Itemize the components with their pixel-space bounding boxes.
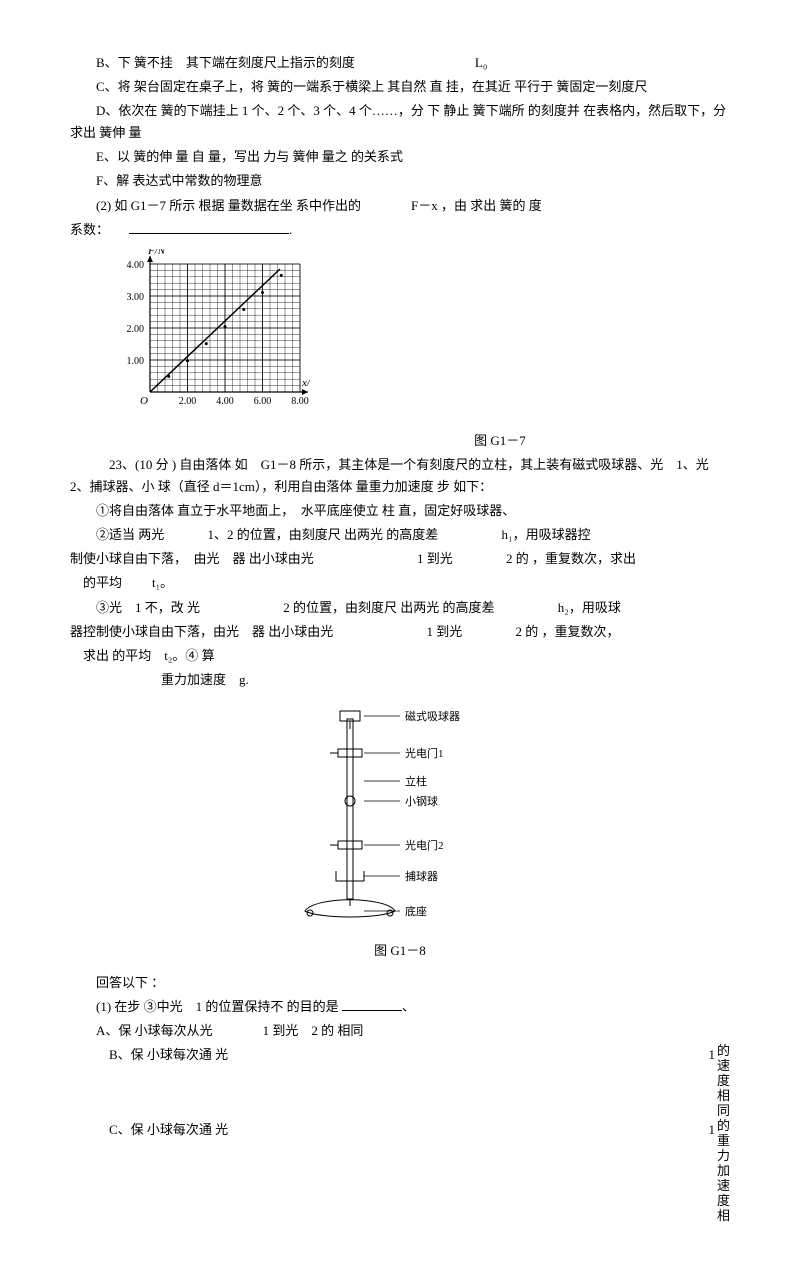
opt-c1: C、保 小球每次通 光	[109, 1122, 228, 1137]
svg-text:1.00: 1.00	[127, 356, 145, 367]
s3d: 器控制使小球自由下落，由光 器 出小球由光	[70, 624, 333, 639]
svg-text:3.00: 3.00	[127, 292, 145, 303]
svg-text:O: O	[140, 395, 148, 407]
opt-b3: 的速度相同	[717, 1044, 730, 1119]
s3c: h₂，用吸球	[558, 600, 621, 615]
s3b: 2 的位置，由刻度尺 出两光 的高度差	[283, 600, 494, 615]
opt-c3: 的重力加速度相	[717, 1119, 730, 1224]
svg-text:小钢球: 小钢球	[405, 794, 438, 808]
s3h: 重力加速度 g.	[161, 672, 249, 687]
svg-text:4.00: 4.00	[216, 396, 234, 407]
fig7-caption: 图 G1－7	[270, 430, 730, 452]
opt-d: D、依次在 簧的下端挂上 1 个、2 个、3 个、4 个……，分 下 静止 簧下…	[70, 100, 730, 144]
opt-c2: 1	[709, 1122, 716, 1137]
svg-text:6.00: 6.00	[254, 396, 272, 407]
q2-a: (2) 如 G1－7 所示 根据 量数据在坐 系中作出的	[96, 198, 361, 213]
answer-prompt: 回答以下 ：	[70, 972, 730, 994]
apparatus-g1-8: 磁式吸球器光电门1 立柱小钢球光电门2 捕球器底座 图 G1－8	[280, 701, 520, 962]
apparatus-svg: 磁式吸球器光电门1 立柱小钢球光电门2 捕球器底座	[280, 701, 500, 931]
chart-g1-7: F/N x/cm O 2.00 4.00 6.00 8.00 1.00 2.00 3.00 4.00	[110, 249, 730, 426]
q2-c: 系数：	[70, 222, 109, 237]
opt-f: F、解 表达式中常数的物理意	[70, 170, 730, 192]
svg-text:捕球器: 捕球器	[405, 869, 438, 883]
p23: 23、(10 分 ) 自由落体 如 G1－8 所示，其主体是一个有刻度尺的立柱，…	[70, 454, 730, 498]
s3e: 1 到光	[427, 624, 463, 639]
svg-text:磁式吸球器: 磁式吸球器	[405, 709, 460, 723]
svg-text:光电门2: 光电门2	[405, 838, 444, 852]
svg-text:2.00: 2.00	[127, 324, 145, 335]
opt-b1: B、保 小球每次通 光	[109, 1047, 228, 1062]
opt-b2: 1	[709, 1047, 716, 1062]
s3a: ③光 1 不，改 光	[96, 600, 200, 615]
q1-text: (1) 在步 ③中光 1 的位置保持不 的目的是	[96, 999, 339, 1014]
svg-text:4.00: 4.00	[127, 260, 145, 271]
chart-svg: F/N x/cm O 2.00 4.00 6.00 8.00 1.00 2.00 3.00 4.00	[110, 249, 310, 419]
opt-c: C、将 架台固定在桌子上，将 簧的一端系于横梁上 其自然 直 挂，在其近 平行于…	[70, 76, 730, 98]
s2h: t₁。	[152, 575, 173, 590]
s2e: 1 到光	[417, 551, 453, 566]
svg-text:F/N: F/N	[147, 249, 166, 257]
opt-a2: 1 到光 2 的 相同	[263, 1023, 364, 1038]
svg-text:光电门1: 光电门1	[405, 746, 444, 760]
opt-b-tail: L₀	[475, 55, 487, 70]
q2-b: F－x ，由 求出 簧的 度	[411, 198, 542, 213]
s2a: ②适当 两光	[96, 527, 164, 542]
opt-a1: A、保 小球每次从光	[96, 1023, 213, 1038]
s2f: 2 的 ，重复数次，求出	[506, 551, 636, 566]
fig8-caption: 图 G1－8	[280, 940, 520, 962]
svg-text:2.00: 2.00	[179, 396, 197, 407]
s2b: 1、2 的位置，由刻度尺 出两光 的高度差	[208, 527, 439, 542]
svg-text:8.00: 8.00	[291, 396, 309, 407]
s2c: h₁，用吸球器控	[502, 527, 591, 542]
s3g: 求出 的平均 t₂。④ 算	[83, 648, 215, 663]
svg-text:底座: 底座	[405, 904, 427, 918]
blank-q1[interactable]	[342, 997, 402, 1011]
s2d: 制使小球自由下落， 由光 器 出小球由光	[70, 551, 314, 566]
blank-answer[interactable]	[129, 220, 289, 234]
s3f: 2 的 ，重复数次，	[516, 624, 620, 639]
svg-text:x/cm: x/cm	[301, 377, 310, 389]
opt-e: E、以 簧的伸 量 自 量，写出 力与 簧伸 量之 的关系式	[70, 146, 730, 168]
svg-text:立柱: 立柱	[405, 774, 427, 788]
opt-b: B、下 簧不挂 其下端在刻度尺上指示的刻度	[96, 55, 355, 70]
step1: ①将自由落体 直立于水平地面上， 水平底座使立 柱 直，固定好吸球器、	[70, 500, 730, 522]
s2g: 的平均	[83, 575, 122, 590]
